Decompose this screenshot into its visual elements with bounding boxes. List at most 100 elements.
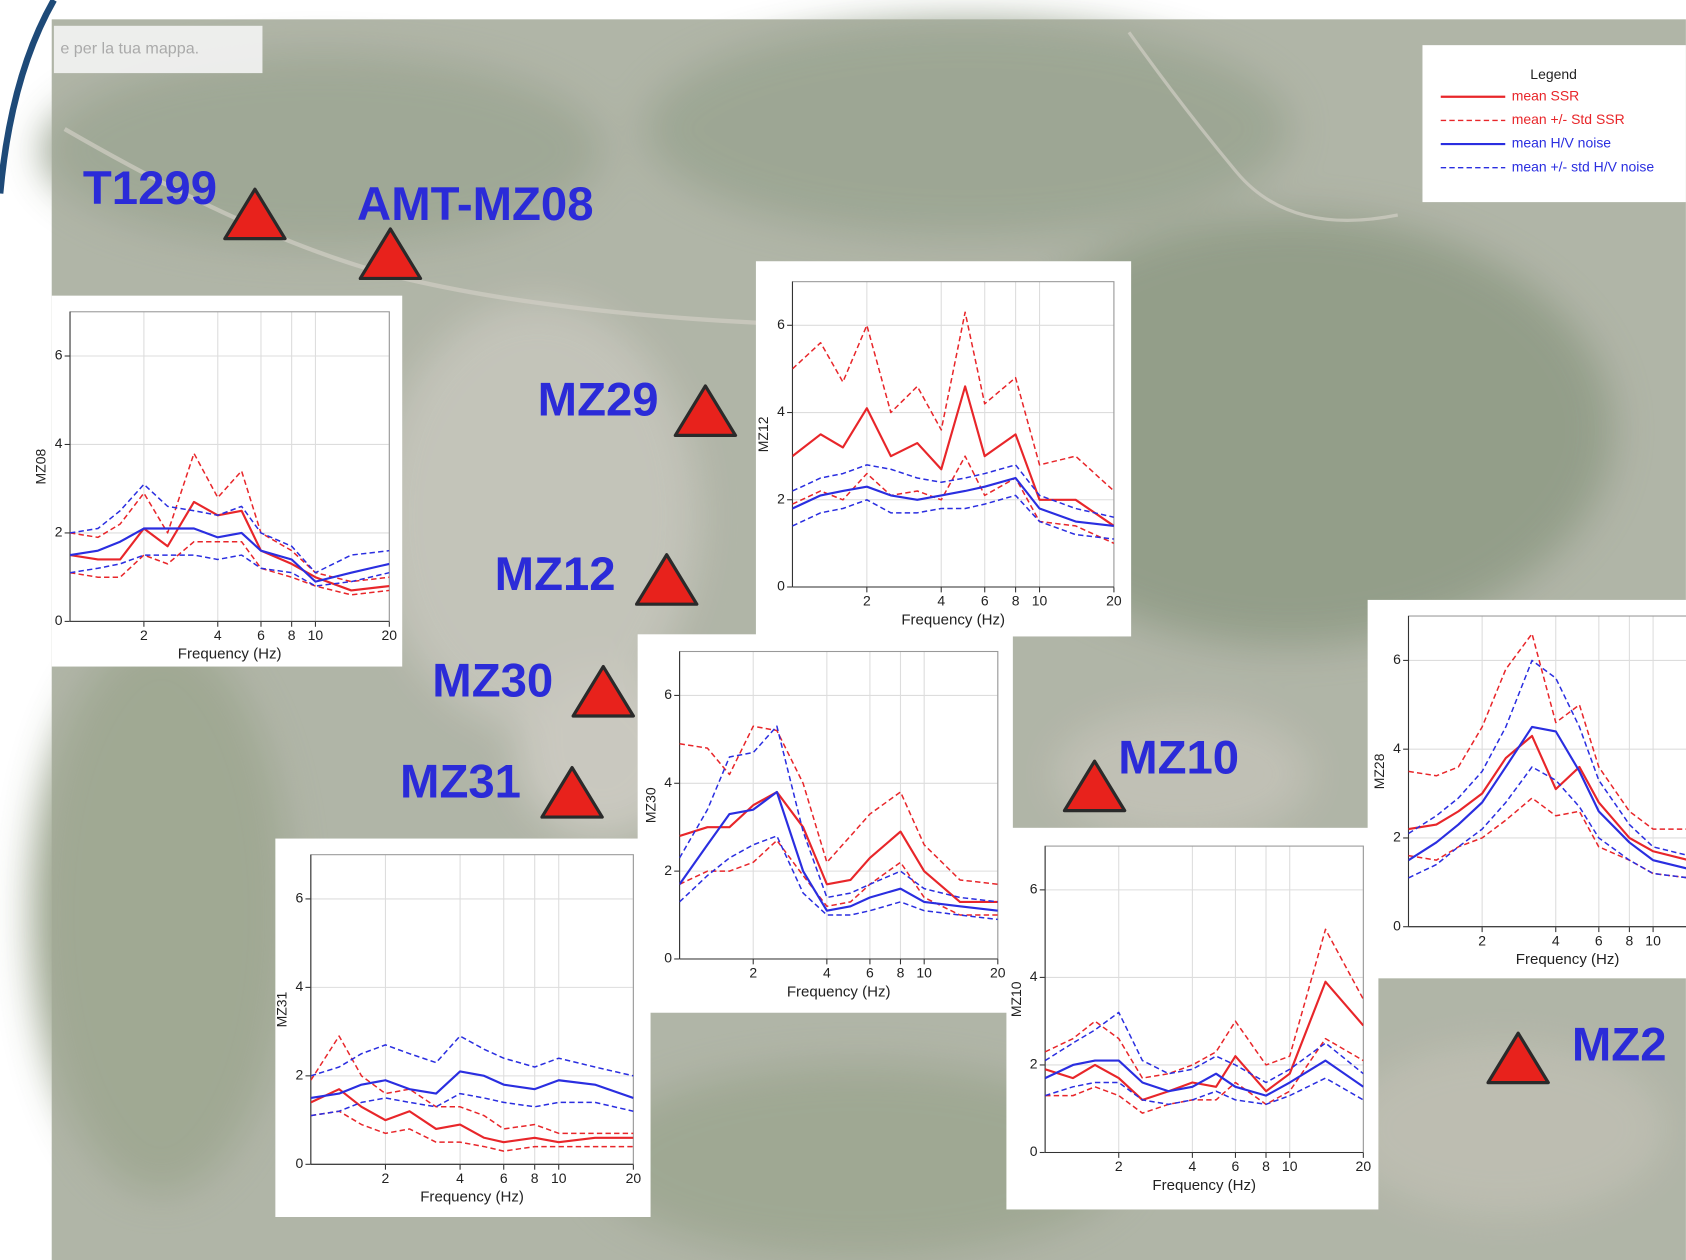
y-tick-label: 4 xyxy=(777,403,785,419)
panel xyxy=(51,295,403,667)
x-tick-label: 6 xyxy=(981,593,989,609)
x-tick-label: 8 xyxy=(531,1170,539,1186)
series-line xyxy=(310,1092,634,1117)
series-line xyxy=(310,1035,634,1135)
station-label: MZ30 xyxy=(432,654,553,707)
x-tick-label: 4 xyxy=(1552,932,1560,948)
station-label: MZ29 xyxy=(538,374,659,427)
y-tick-label: 6 xyxy=(1030,881,1038,897)
series-line xyxy=(679,835,998,921)
x-tick-label: 6 xyxy=(866,965,874,981)
series-line xyxy=(70,554,390,587)
series-group xyxy=(310,1035,634,1152)
series-line xyxy=(792,464,1114,518)
x-tick-label: 8 xyxy=(1625,932,1633,948)
map-notice-box xyxy=(53,25,263,74)
series-line xyxy=(1408,734,1686,861)
map-notice: e per la tua mappa. xyxy=(60,40,199,58)
series-line xyxy=(310,1110,634,1152)
y-tick-label: 0 xyxy=(1393,917,1401,933)
panel xyxy=(1367,599,1686,979)
y-tick-label: 0 xyxy=(664,950,672,966)
station-label: MZ12 xyxy=(495,548,616,601)
y-axis-label: MZ08 xyxy=(33,449,49,485)
x-tick-label: 2 xyxy=(382,1170,390,1186)
x-tick-label: 4 xyxy=(1188,1158,1196,1174)
station-label: MZ10 xyxy=(1118,732,1239,785)
series-group xyxy=(1045,928,1364,1114)
y-tick-label: 0 xyxy=(1030,1143,1038,1159)
chart: 0 2 4 6 2 4 6 8 10 20 Frequency (Hz) MZ12 xyxy=(755,261,1132,637)
chart: 0 2 4 6 2 4 6 8 10 20 Frequency (Hz) MZ08 xyxy=(33,295,403,667)
x-tick-label: 20 xyxy=(382,627,398,643)
y-tick-label: 4 xyxy=(55,435,63,451)
frame-arc xyxy=(0,0,57,194)
series-line xyxy=(1408,725,1686,870)
series-group xyxy=(792,311,1114,545)
series-line xyxy=(679,790,998,912)
series-line xyxy=(1408,659,1686,856)
y-tick-label: 2 xyxy=(1393,829,1401,845)
series-line xyxy=(1045,1011,1364,1084)
x-tick-label: 8 xyxy=(1262,1158,1270,1174)
y-tick-label: 6 xyxy=(55,347,63,363)
series-line xyxy=(1408,633,1686,830)
x-axis-label: Frequency (Hz) xyxy=(901,611,1005,628)
legend-label: mean +/- Std SSR xyxy=(1512,111,1625,127)
y-tick-label: 4 xyxy=(664,774,672,790)
x-tick-label: 4 xyxy=(456,1170,464,1186)
x-tick-label: 6 xyxy=(1595,932,1603,948)
legend: Legend mean SSR mean +/- Std SSR mean H/V n… xyxy=(1422,45,1686,203)
y-tick-label: 2 xyxy=(664,862,672,878)
station-marker xyxy=(673,384,738,438)
y-tick-label: 2 xyxy=(55,524,63,540)
y-tick-label: 2 xyxy=(777,490,785,506)
x-axis-label: Frequency (Hz) xyxy=(178,646,282,663)
chart: 0 2 4 6 2 4 6 8 10 20 Frequency (Hz) MZ30 xyxy=(637,634,1013,1013)
y-axis-label: MZ12 xyxy=(755,416,771,452)
x-tick-label: 6 xyxy=(1232,1158,1240,1174)
x-tick-label: 8 xyxy=(897,965,905,981)
legend-label: mean H/V noise xyxy=(1512,135,1612,151)
x-tick-label: 4 xyxy=(937,593,945,609)
y-axis-label: MZ10 xyxy=(1008,981,1024,1017)
x-tick-label: 20 xyxy=(1106,593,1122,609)
y-tick-label: 0 xyxy=(777,578,785,594)
x-axis-label: Frequency (Hz) xyxy=(420,1189,524,1206)
station-label: AMT-MZ08 xyxy=(357,178,593,231)
x-tick-label: 10 xyxy=(308,627,324,643)
x-tick-label: 20 xyxy=(990,965,1006,981)
series-line xyxy=(1045,980,1364,1101)
x-tick-label: 6 xyxy=(257,627,265,643)
y-tick-label: 4 xyxy=(1393,740,1401,756)
series-group xyxy=(70,452,390,596)
legend-title: Legend xyxy=(1530,66,1577,82)
station-marker xyxy=(1062,759,1127,813)
series-line xyxy=(792,494,1114,540)
x-tick-label: 10 xyxy=(1282,1158,1298,1174)
station-marker xyxy=(223,187,287,241)
series-line xyxy=(310,1035,634,1077)
y-tick-label: 4 xyxy=(1030,968,1038,984)
station-label: MZ31 xyxy=(400,755,521,808)
station-marker xyxy=(358,227,423,281)
series-line xyxy=(792,385,1114,527)
y-tick-label: 6 xyxy=(777,316,785,332)
x-axis-label: Frequency (Hz) xyxy=(1516,951,1620,968)
panel xyxy=(637,634,1013,1013)
x-tick-label: 4 xyxy=(823,965,831,981)
y-axis-label: MZ28 xyxy=(1371,753,1387,789)
legend-label: mean +/- std H/V noise xyxy=(1512,158,1655,174)
x-tick-label: 2 xyxy=(1478,932,1486,948)
x-tick-label: 20 xyxy=(626,1170,642,1186)
y-tick-label: 4 xyxy=(296,978,304,994)
series-line xyxy=(792,476,1114,527)
y-axis-label: MZ31 xyxy=(274,991,290,1027)
y-tick-label: 2 xyxy=(296,1067,304,1083)
series-line xyxy=(679,790,998,903)
station-marker xyxy=(634,553,699,606)
legend-box xyxy=(1422,45,1686,203)
series-line xyxy=(1045,928,1364,1079)
y-tick-label: 6 xyxy=(1393,651,1401,667)
